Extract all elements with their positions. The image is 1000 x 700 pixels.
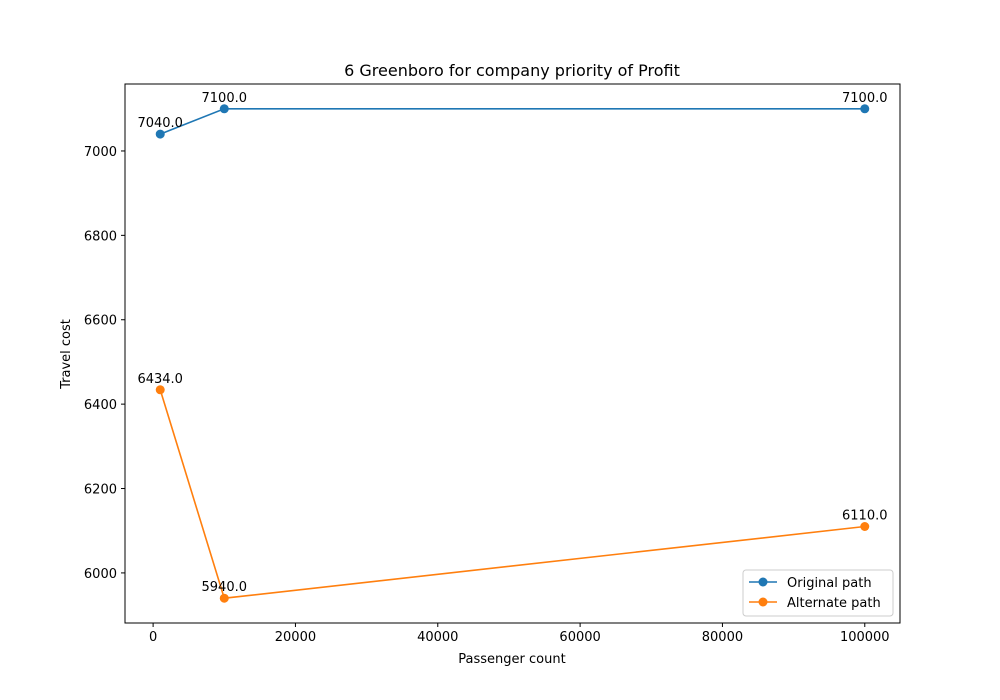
- data-label-alternate-path: 6434.0: [137, 372, 183, 387]
- data-point-original-path: [219, 104, 229, 114]
- x-tick-label: 0: [149, 630, 157, 645]
- y-axis-label: Travel cost: [59, 319, 74, 390]
- data-point-alternate-path: [155, 385, 165, 395]
- data-label-alternate-path: 5940.0: [202, 580, 248, 595]
- legend-label-alternate-path: Alternate path: [787, 596, 881, 611]
- data-point-original-path: [155, 129, 165, 139]
- data-point-alternate-path: [219, 593, 229, 603]
- legend-box: [742, 569, 894, 617]
- x-tick-label: 60000: [559, 630, 600, 645]
- legend: Original path Alternate path: [742, 569, 894, 617]
- x-tick-label: 80000: [702, 630, 743, 645]
- legend-marker-alternate-path: [758, 597, 768, 607]
- y-tick-label: 6200: [84, 483, 117, 498]
- x-tick-label: 20000: [275, 630, 316, 645]
- data-label-alternate-path: 6110.0: [842, 508, 888, 523]
- y-tick-label: 7000: [84, 145, 117, 160]
- y-tick-label: 6600: [84, 314, 117, 329]
- plot-area-frame: [124, 83, 901, 624]
- data-label-original-path: 7040.0: [137, 116, 183, 131]
- data-label-original-path: 7100.0: [842, 91, 888, 106]
- series-layer: 7040.0 7100.0 7100.0 6434.0 5940.0 6110.0: [137, 91, 888, 603]
- x-tick-label: 100000: [840, 630, 890, 645]
- series-line-alternate-path: [159, 389, 865, 600]
- y-tick-label: 6400: [84, 398, 117, 413]
- chart-title: 6 Greenboro for company priority of Prof…: [344, 61, 680, 80]
- data-point-alternate-path: [860, 521, 870, 531]
- y-tick-label: 6800: [84, 229, 117, 244]
- data-label-original-path: 7100.0: [202, 91, 248, 106]
- series-original-path: 7040.0 7100.0 7100.0: [137, 91, 888, 139]
- series-alternate-path: 6434.0 5940.0 6110.0: [137, 372, 888, 603]
- x-axis: 0 20000 40000 60000 80000 100000: [149, 623, 890, 645]
- series-line-original-path: [159, 107, 865, 135]
- legend-label-original-path: Original path: [787, 576, 872, 591]
- x-tick-label: 40000: [417, 630, 458, 645]
- x-axis-label: Passenger count: [458, 652, 565, 667]
- legend-marker-original-path: [758, 577, 768, 587]
- y-axis: 6000 6200 6400 6600 6800 7000: [84, 145, 125, 582]
- y-tick-label: 6000: [84, 567, 117, 582]
- data-point-original-path: [860, 104, 870, 114]
